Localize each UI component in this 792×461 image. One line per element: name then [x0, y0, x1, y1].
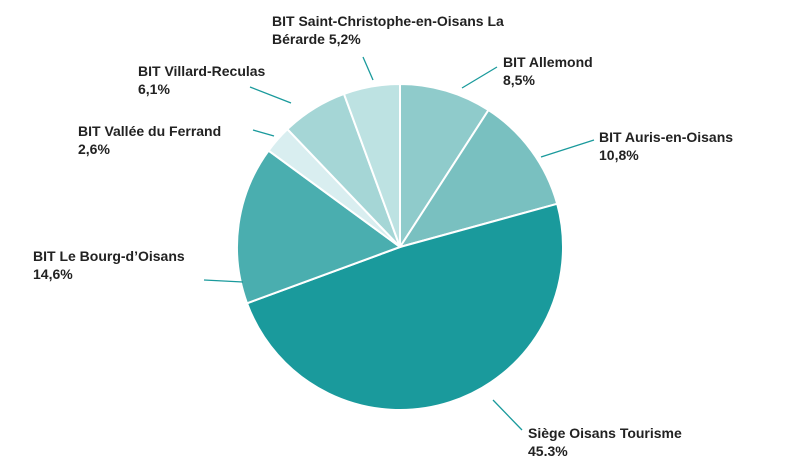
category-label: Siège Oisans Tourisme [528, 425, 682, 441]
value-label: 6,1% [138, 81, 170, 97]
leader-line [362, 56, 374, 81]
pie-slice [399, 82, 490, 251]
slice-label: BIT Villard-Reculas 6,1% [138, 62, 265, 98]
value-label: 5,2% [328, 31, 361, 47]
category-label: BIT Allemond [503, 54, 593, 70]
leader-line [252, 129, 275, 137]
value-label: 45.3% [528, 443, 568, 459]
pie-slice [236, 149, 403, 305]
value-label: 14,6% [33, 266, 73, 282]
slice-label: BIT Le Bourg-d’Oisans 14,6% [33, 247, 185, 283]
category-label: BIT Villard-Reculas [138, 63, 266, 79]
category-label: BIT Auris-en-Oisans [599, 129, 734, 145]
value-label: 10,8% [599, 147, 639, 163]
leader-line [203, 279, 244, 283]
category-label: BIT Le Bourg-d’Oisans [33, 248, 185, 264]
value-label: 2,6% [78, 141, 110, 157]
slice-label: Siège Oisans Tourisme 45.3% [528, 424, 682, 460]
pie-slice [342, 82, 401, 248]
leader-line [492, 399, 523, 431]
pie-slice [245, 202, 564, 411]
pie-slice [397, 108, 559, 249]
category-label: BIT Vallée du Ferrand [78, 123, 222, 139]
slice-label: BIT Saint-Christophe-en-Oisans La Bérard… [272, 12, 532, 48]
leader-line [540, 139, 595, 158]
value-label: 8,5% [503, 72, 535, 88]
slice-label: BIT Vallée du Ferrand 2,6% [78, 122, 221, 158]
slice-label: BIT Auris-en-Oisans 10,8% [599, 128, 733, 164]
slice-label: BIT Allemond 8,5% [503, 53, 593, 89]
category-label: BIT Saint-Christophe-en-Oisans La Bérard… [272, 13, 504, 47]
leader-line [461, 66, 498, 89]
leader-line [249, 86, 292, 104]
